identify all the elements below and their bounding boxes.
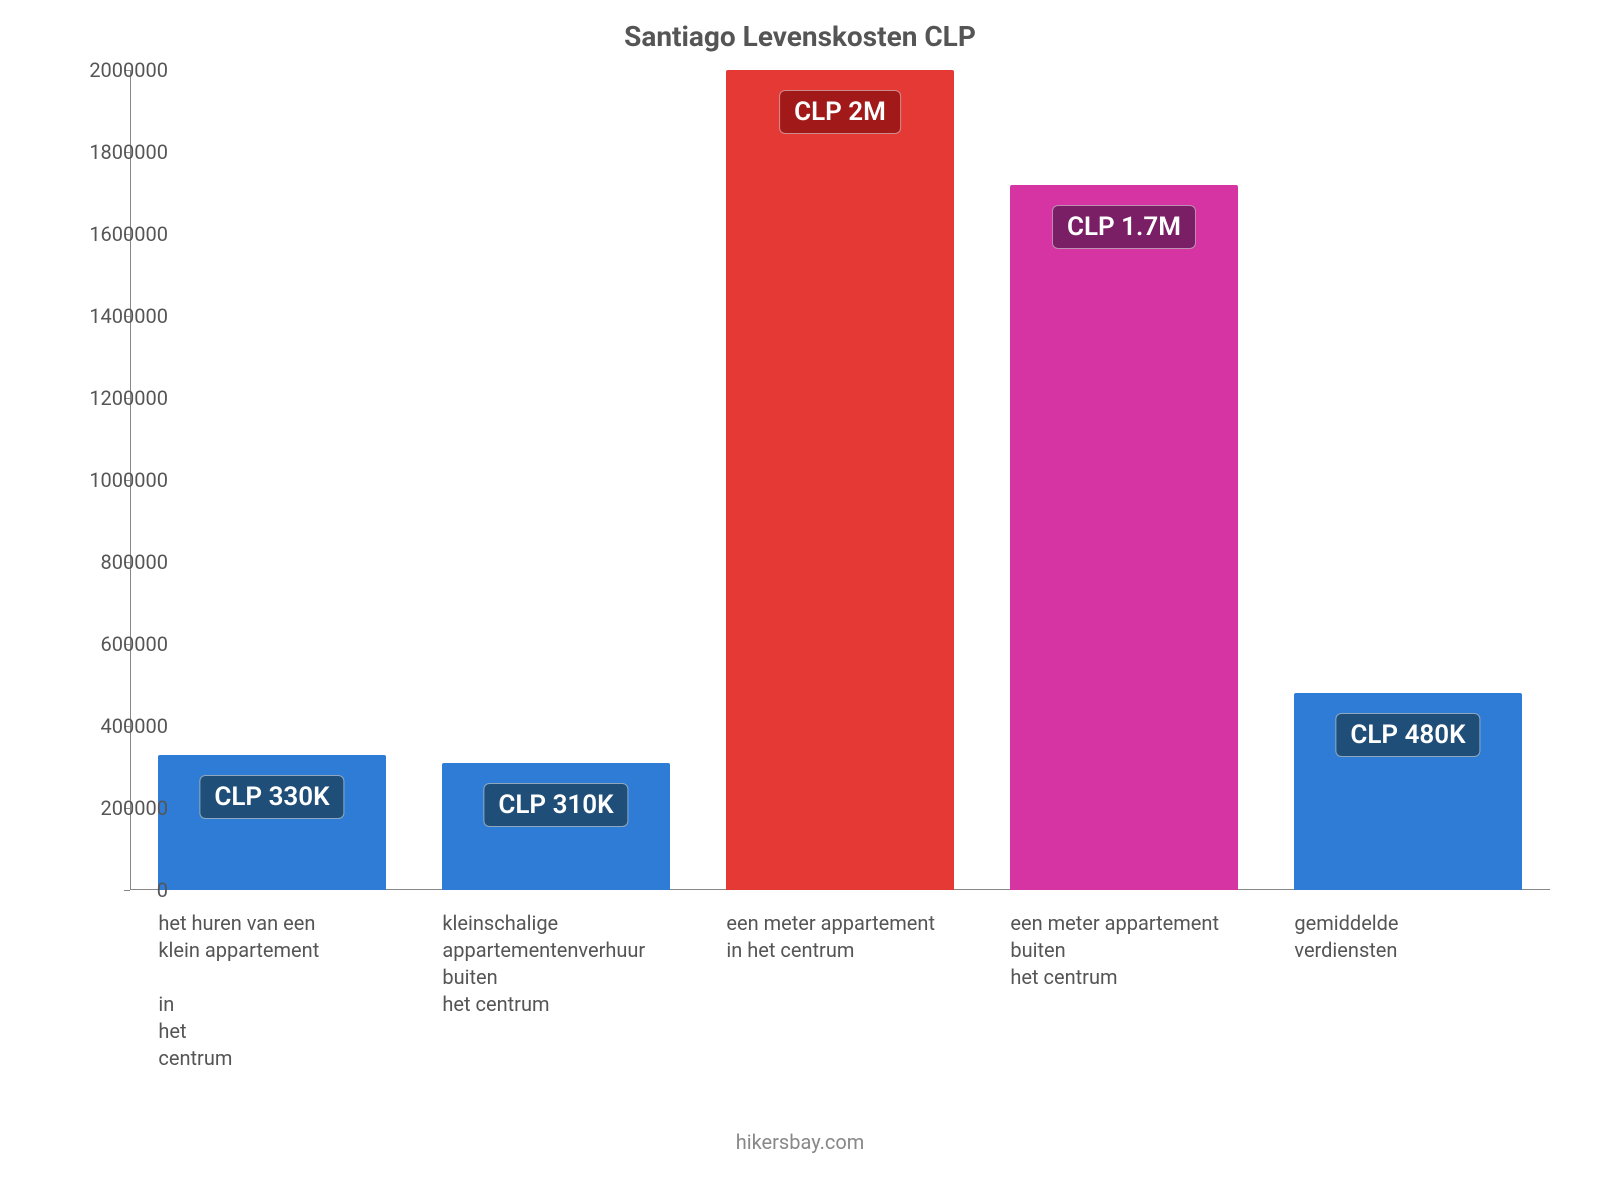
y-tick-label: 200000 [101, 796, 168, 820]
bar [1010, 185, 1237, 890]
y-tick-label: 1800000 [89, 140, 168, 164]
attribution-text: hikersbay.com [0, 1130, 1600, 1154]
y-tick-label: 1600000 [89, 222, 168, 246]
value-badge: CLP 2M [779, 90, 901, 134]
y-tick-label: 400000 [101, 714, 168, 738]
x-category-label: een meter appartement in het centrum [726, 910, 953, 964]
x-category-label: het huren van een klein appartement in h… [158, 910, 385, 1072]
x-category-label: kleinschalige appartementenverhuur buite… [442, 910, 669, 1018]
value-badge: CLP 480K [1335, 713, 1480, 757]
x-category-label: een meter appartement buiten het centrum [1010, 910, 1237, 991]
y-tick [124, 890, 130, 891]
y-tick-label: 1400000 [89, 304, 168, 328]
cost-of-living-chart: Santiago Levenskosten CLP CLP 330K CLP 31… [0, 0, 1600, 1200]
y-tick-label: 600000 [101, 632, 168, 656]
value-badge: CLP 1.7M [1052, 205, 1196, 249]
y-tick-label: 1200000 [89, 386, 168, 410]
x-category-label: gemiddelde verdiensten [1294, 910, 1521, 964]
y-tick-label: 1000000 [89, 468, 168, 492]
value-badge: CLP 330K [199, 775, 344, 819]
plot-area: CLP 330K CLP 310K CLP 2M CLP 1.7M CLP 480K [130, 70, 1550, 890]
y-tick-label: 2000000 [89, 58, 168, 82]
y-tick-label: 0 [157, 878, 168, 902]
chart-title: Santiago Levenskosten CLP [0, 20, 1600, 53]
y-tick-label: 800000 [101, 550, 168, 574]
value-badge: CLP 310K [483, 783, 628, 827]
bar [726, 70, 953, 890]
